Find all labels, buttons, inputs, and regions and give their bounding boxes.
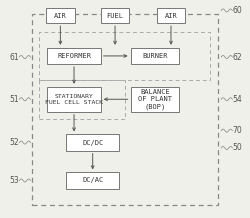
FancyBboxPatch shape xyxy=(66,135,120,151)
Text: DC/AC: DC/AC xyxy=(82,177,103,184)
Text: STATIONARY
FUEL CELL STACK: STATIONARY FUEL CELL STACK xyxy=(45,94,103,105)
Text: 50: 50 xyxy=(232,143,242,152)
Text: BALANCE
OF PLANT
(BOP): BALANCE OF PLANT (BOP) xyxy=(138,89,172,110)
Text: BURNER: BURNER xyxy=(142,53,168,59)
Text: 60: 60 xyxy=(232,6,242,15)
FancyBboxPatch shape xyxy=(130,87,179,112)
Text: 54: 54 xyxy=(232,95,242,104)
FancyBboxPatch shape xyxy=(47,87,101,112)
FancyBboxPatch shape xyxy=(46,9,75,23)
Text: AIR: AIR xyxy=(164,13,177,19)
FancyBboxPatch shape xyxy=(66,172,120,189)
Text: REFORMER: REFORMER xyxy=(57,53,91,59)
FancyBboxPatch shape xyxy=(157,9,185,23)
Text: FUEL: FUEL xyxy=(106,13,124,19)
Text: 51: 51 xyxy=(10,95,19,104)
FancyBboxPatch shape xyxy=(130,48,179,64)
Text: AIR: AIR xyxy=(54,13,67,19)
Text: 53: 53 xyxy=(10,176,19,185)
FancyBboxPatch shape xyxy=(47,48,101,64)
Text: 70: 70 xyxy=(232,126,242,135)
Text: 52: 52 xyxy=(10,138,19,147)
Text: 62: 62 xyxy=(232,53,242,61)
FancyBboxPatch shape xyxy=(101,9,129,23)
Text: DC/DC: DC/DC xyxy=(82,140,103,146)
Text: 61: 61 xyxy=(10,53,19,61)
